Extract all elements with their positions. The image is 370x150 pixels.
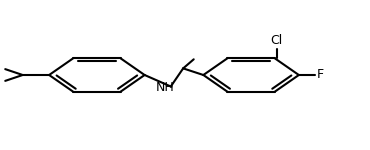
Text: NH: NH xyxy=(155,81,174,94)
Text: F: F xyxy=(317,69,324,81)
Text: Cl: Cl xyxy=(271,34,283,47)
